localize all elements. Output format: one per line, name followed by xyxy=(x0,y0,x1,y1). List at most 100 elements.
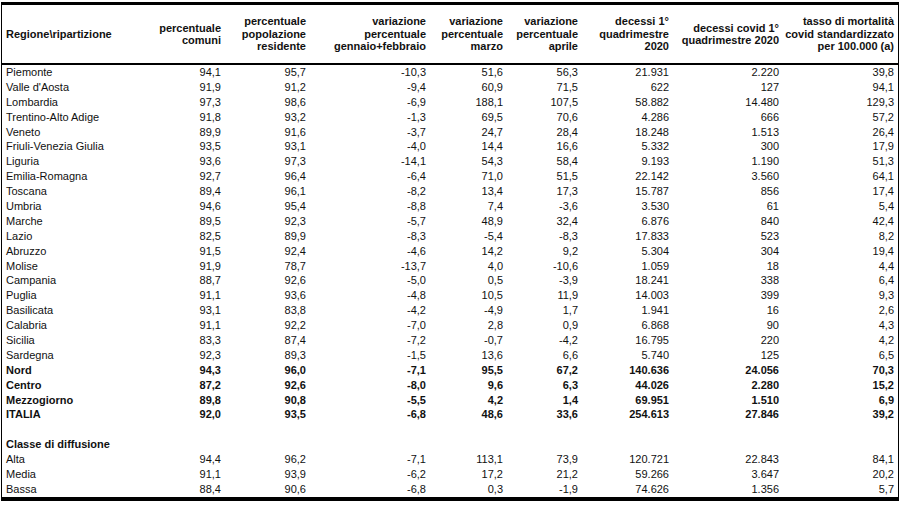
value-cell: -4,6 xyxy=(310,244,430,259)
value-cell: -7,0 xyxy=(310,318,430,333)
value-cell: 4,2 xyxy=(430,393,507,408)
value-cell: 5.304 xyxy=(582,244,673,259)
region-name-cell: Media xyxy=(2,467,147,482)
value-cell: 300 xyxy=(673,139,783,154)
value-cell: 96,0 xyxy=(225,363,310,378)
value-cell: 90,8 xyxy=(225,393,310,408)
table-row: Piemonte94,195,7-10,351,656,321.9312.220… xyxy=(2,65,898,80)
value-cell: 94,1 xyxy=(783,80,898,95)
value-cell: 24,7 xyxy=(430,125,507,140)
value-cell: -7,1 xyxy=(310,452,430,467)
region-name-cell: Mezzogiorno xyxy=(2,393,147,408)
value-cell: 4,3 xyxy=(783,318,898,333)
value-cell: -1,3 xyxy=(310,110,430,125)
header-percentuale-comuni: percentuale comuni xyxy=(147,5,225,63)
region-name-cell: Sicilia xyxy=(2,333,147,348)
value-cell: -6,8 xyxy=(310,407,430,422)
value-cell: 5.332 xyxy=(582,139,673,154)
region-name-cell: Trentino-Alto Adige xyxy=(2,110,147,125)
value-cell: 91,1 xyxy=(147,318,225,333)
value-cell: 60,9 xyxy=(430,80,507,95)
table-row: Sicilia83,387,4-7,2-0,7-4,216.7952204,2 xyxy=(2,333,898,348)
value-cell: 5,4 xyxy=(783,199,898,214)
value-cell: 28,4 xyxy=(507,125,582,140)
table-row: Valle d'Aosta91,991,2-9,460,971,56221279… xyxy=(2,80,898,95)
value-cell: 92,2 xyxy=(225,318,310,333)
value-cell: -6,9 xyxy=(310,95,430,110)
value-cell: -10,3 xyxy=(310,65,430,80)
value-cell: 93,5 xyxy=(147,139,225,154)
value-cell: -3,9 xyxy=(507,273,582,288)
value-cell: -5,0 xyxy=(310,273,430,288)
value-cell: 1.510 xyxy=(673,393,783,408)
value-cell: 304 xyxy=(673,244,783,259)
table-row: Sardegna92,389,3-1,513,66,65.7401256,5 xyxy=(2,348,898,363)
value-cell: 13,4 xyxy=(430,184,507,199)
value-cell: 33,6 xyxy=(507,407,582,422)
value-cell: 5.740 xyxy=(582,348,673,363)
value-cell: -3,6 xyxy=(507,199,582,214)
value-cell: 89,3 xyxy=(225,348,310,363)
value-cell: 16.795 xyxy=(582,333,673,348)
value-cell: 91,9 xyxy=(147,259,225,274)
value-cell: 73,9 xyxy=(507,452,582,467)
value-cell: 16 xyxy=(673,303,783,318)
value-cell: -6,8 xyxy=(310,482,430,497)
value-cell: 22.142 xyxy=(582,169,673,184)
value-cell: 83,3 xyxy=(147,333,225,348)
value-cell: 1.513 xyxy=(673,125,783,140)
value-cell: 15,2 xyxy=(783,378,898,393)
region-name-cell: Centro xyxy=(2,378,147,393)
value-cell: 220 xyxy=(673,333,783,348)
table-row: Toscana89,496,1-8,213,417,315.78785617,4 xyxy=(2,184,898,199)
value-cell: 856 xyxy=(673,184,783,199)
region-name-cell: Nord xyxy=(2,363,147,378)
value-cell: 6,4 xyxy=(783,273,898,288)
region-name-cell: ITALIA xyxy=(2,407,147,422)
value-cell: 1.190 xyxy=(673,154,783,169)
value-cell: 93,5 xyxy=(225,407,310,422)
table-row: Basilicata93,183,8-4,2-4,91,71.941162,6 xyxy=(2,303,898,318)
region-name-cell: Calabria xyxy=(2,318,147,333)
table-row: Emilia-Romagna92,796,4-6,471,051,522.142… xyxy=(2,169,898,184)
value-cell: 11,9 xyxy=(507,288,582,303)
value-cell: -5,7 xyxy=(310,214,430,229)
region-name-cell: Valle d'Aosta xyxy=(2,80,147,95)
value-cell: 21.931 xyxy=(582,65,673,80)
value-cell: 22.843 xyxy=(673,452,783,467)
value-cell: 94,1 xyxy=(147,65,225,80)
value-cell: 94,4 xyxy=(147,452,225,467)
value-cell: 26,4 xyxy=(783,125,898,140)
value-cell: 91,5 xyxy=(147,244,225,259)
value-cell: -7,1 xyxy=(310,363,430,378)
value-cell: 82,5 xyxy=(147,229,225,244)
value-cell: -7,2 xyxy=(310,333,430,348)
value-cell: 3.530 xyxy=(582,199,673,214)
value-cell: 89,8 xyxy=(147,393,225,408)
value-cell: 24.056 xyxy=(673,363,783,378)
value-cell: 0,9 xyxy=(507,318,582,333)
value-cell: 17,3 xyxy=(507,184,582,199)
value-cell: 89,9 xyxy=(225,229,310,244)
value-cell: 84,1 xyxy=(783,452,898,467)
value-cell: 70,3 xyxy=(783,363,898,378)
value-cell: -10,6 xyxy=(507,259,582,274)
table-row: Liguria93,697,3-14,154,358,49.1931.19051… xyxy=(2,154,898,169)
table-row: Campania88,792,6-5,00,5-3,918.2413386,4 xyxy=(2,273,898,288)
value-cell: 0,5 xyxy=(430,273,507,288)
value-cell: 9,3 xyxy=(783,288,898,303)
value-cell: 7,4 xyxy=(430,199,507,214)
value-cell: 89,9 xyxy=(147,125,225,140)
value-cell: 93,1 xyxy=(225,139,310,154)
value-cell: 4,0 xyxy=(430,259,507,274)
value-cell: -4,8 xyxy=(310,288,430,303)
value-cell: 17.833 xyxy=(582,229,673,244)
value-cell: 89,4 xyxy=(147,184,225,199)
value-cell: 20,2 xyxy=(783,467,898,482)
value-cell: 93,6 xyxy=(225,288,310,303)
value-cell: -8,0 xyxy=(310,378,430,393)
value-cell: 14,4 xyxy=(430,139,507,154)
value-cell: 96,4 xyxy=(225,169,310,184)
table-body: Piemonte94,195,7-10,351,656,321.9312.220… xyxy=(2,65,898,497)
table-row: Lombardia97,398,6-6,9188,1107,558.88214.… xyxy=(2,95,898,110)
